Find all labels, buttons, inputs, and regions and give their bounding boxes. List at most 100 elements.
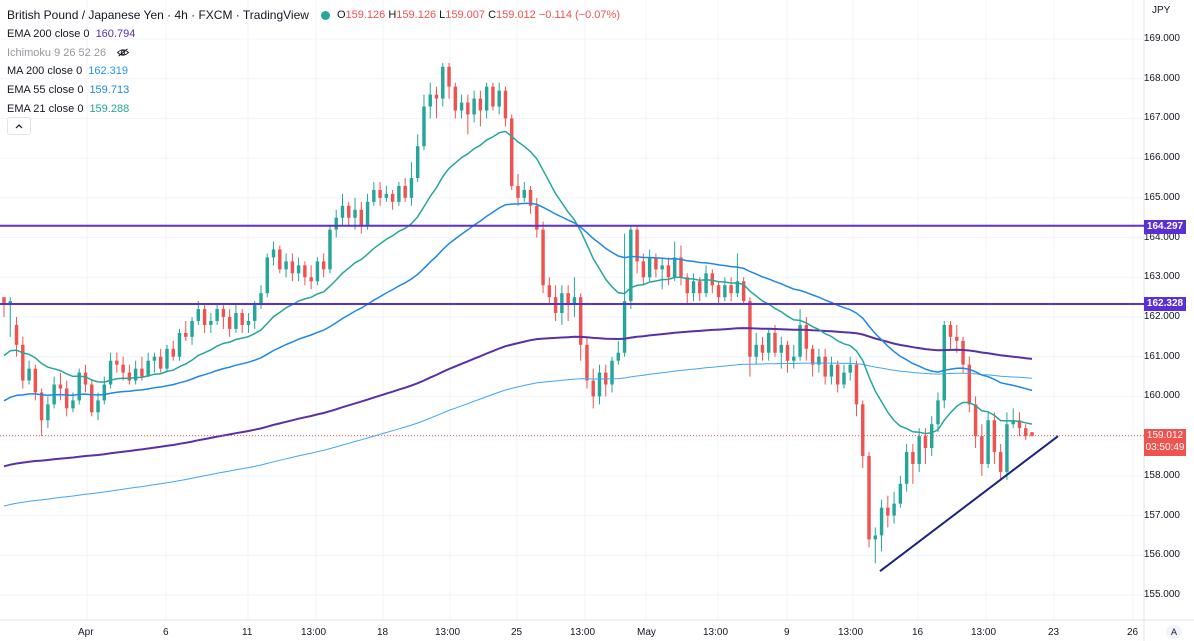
candle-body — [955, 336, 959, 341]
candle-body — [284, 261, 288, 270]
candle-body — [541, 229, 545, 286]
candle-body — [459, 102, 464, 111]
eye-hidden-icon[interactable] — [116, 48, 130, 57]
candle-body — [152, 356, 157, 361]
candle-body — [221, 309, 226, 317]
candle-body — [365, 201, 370, 226]
ma200-line — [3, 362, 1033, 507]
price-axis-label: 163.000 — [1143, 271, 1180, 283]
candle-body — [83, 372, 88, 385]
candle-body — [315, 261, 320, 282]
candle-body — [785, 344, 790, 361]
candle-body — [472, 98, 476, 115]
candle-body — [710, 273, 715, 286]
candle-body — [936, 400, 940, 425]
candle-body — [14, 324, 19, 345]
time-axis-label: 13:00 — [301, 627, 327, 638]
candle-body — [1030, 432, 1034, 437]
auto-scale-button[interactable]: A — [1166, 625, 1182, 639]
indicator-name: MA 200 close 0 — [7, 65, 83, 78]
candle-body — [898, 483, 903, 504]
candle-body — [861, 404, 865, 456]
candle-body — [309, 277, 313, 282]
indicator-ema200[interactable]: EMA 200 close 0 160.794 — [7, 25, 620, 44]
trendline — [879, 435, 1059, 572]
candle-body — [347, 205, 351, 218]
candle-body — [121, 364, 125, 373]
time-axis-label: May — [637, 627, 656, 638]
price-axis-label: 167.000 — [1143, 112, 1180, 124]
candle-body — [378, 189, 382, 198]
ohlc-close-value: 159.012 — [496, 9, 536, 22]
ohlc-readout: O159.126 H159.126 L159.007 C159.012 −0.1… — [337, 9, 620, 21]
candle-body — [735, 281, 740, 294]
indicator-ichimoku[interactable]: Ichimoku 9 26 52 26 — [7, 43, 620, 62]
candle-body — [672, 257, 677, 278]
price-axis-label: 161.000 — [1143, 350, 1180, 362]
candle-body — [497, 90, 501, 107]
current-price-value: 159.012 — [1146, 430, 1184, 441]
candle-body — [904, 452, 909, 484]
candle-body — [942, 324, 946, 401]
candle-body — [929, 424, 934, 449]
candle-body — [622, 301, 627, 353]
current-price-tag: 159.012 03:50:49 — [1144, 429, 1186, 456]
price-axis-label: 165.000 — [1143, 191, 1180, 203]
candle-body — [992, 420, 997, 453]
candle-body — [516, 185, 520, 198]
time-axis-label: 13:00 — [703, 627, 729, 638]
time-axis-label: 13:00 — [838, 627, 864, 638]
candle-body — [704, 273, 708, 294]
symbol-title[interactable]: British Pound / Japanese Yen · 4h · FXCM… — [7, 8, 309, 23]
candle-body — [980, 436, 984, 464]
candle-body — [911, 452, 915, 464]
indicator-ema55[interactable]: EMA 55 close 0 159.713 — [7, 81, 620, 100]
candle-body — [27, 368, 31, 381]
candle-body — [660, 265, 664, 270]
candle-body — [641, 261, 646, 278]
time-axis-label: 11 — [242, 627, 253, 638]
candle-body — [578, 297, 583, 345]
candle-body — [754, 344, 758, 357]
price-axis-label: 155.000 — [1143, 589, 1180, 600]
candle-body — [817, 356, 821, 365]
price-axis-label: 166.000 — [1143, 152, 1180, 164]
ema200-line — [3, 327, 1033, 468]
candle-body — [321, 261, 326, 270]
candle-body — [428, 94, 432, 107]
candle-body — [271, 249, 276, 258]
candle-body — [917, 436, 921, 464]
candle-body — [227, 317, 232, 329]
indicator-ma200[interactable]: MA 200 close 0 162.319 — [7, 62, 620, 81]
ohlc-high-label: H — [388, 9, 397, 22]
candle-body — [290, 261, 295, 274]
candle-body — [39, 392, 44, 421]
level-price-tag: 162.328 — [1144, 297, 1186, 311]
candle-body — [873, 535, 878, 540]
ohlc-high-value: 159.126 — [396, 9, 437, 22]
candle-body — [46, 404, 50, 421]
candle-body — [209, 320, 213, 325]
indicator-value: 159.288 — [89, 102, 130, 115]
candle-body — [491, 86, 495, 107]
time-axis-label: 26 — [1127, 627, 1139, 638]
time-axis-label: 13:00 — [570, 627, 596, 638]
candle-body — [886, 507, 890, 516]
candle-body — [967, 364, 972, 405]
collapse-legend-button[interactable] — [7, 117, 31, 135]
indicator-name: EMA 55 close 0 — [7, 84, 84, 97]
candle-body — [1005, 424, 1009, 472]
price-axis-label: 169.000 — [1143, 33, 1180, 44]
candle-body — [434, 94, 439, 99]
candle-body — [547, 285, 552, 298]
candle-body — [177, 332, 182, 357]
candle-body — [848, 364, 852, 373]
candle-body — [108, 360, 113, 385]
ohlc-open-value: 159.126 — [345, 9, 386, 22]
indicator-name: EMA 200 close 0 — [7, 28, 90, 41]
candle-body — [21, 344, 25, 381]
candle-body — [447, 66, 451, 87]
indicator-ema21[interactable]: EMA 21 close 0 159.288 — [7, 99, 620, 118]
